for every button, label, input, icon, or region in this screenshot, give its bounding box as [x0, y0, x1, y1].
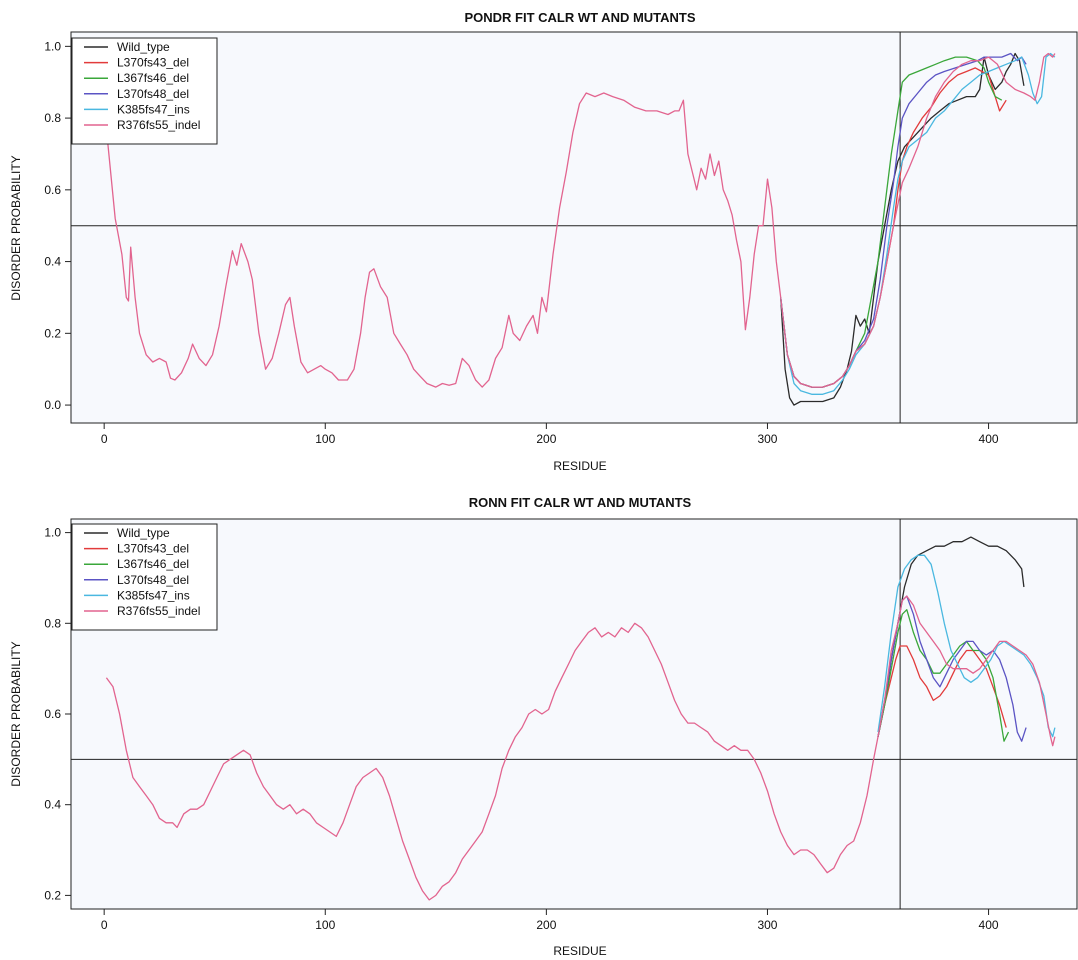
pondr-series-group [105, 52, 1056, 406]
pondr-legend-label: K385fs47_ins [117, 102, 190, 116]
ronn-y-tick-label: 0.6 [44, 707, 61, 721]
ronn-series-line-k385fs47-ins [877, 554, 1056, 738]
pondr-panel: PONDR FIT CALR WT AND MUTANTS RESIDUE DI… [9, 10, 1078, 473]
pondr-y-axis: 0.0 0.2 0.4 0.6 0.8 1.0 [44, 39, 71, 412]
ronn-x-tick-label: 0 [101, 918, 108, 932]
ronn-y-label: DISORDER PROBABILITY [9, 641, 23, 786]
pondr-shared-series-line [105, 92, 782, 388]
pondr-x-tick-label: 400 [979, 432, 999, 446]
ronn-legend-label: L367fs46_del [117, 557, 189, 571]
ronn-legend-label: L370fs48_del [117, 573, 189, 587]
ronn-shared-series-line [105, 622, 879, 901]
ronn-y-tick-label: 0.8 [44, 616, 61, 630]
ronn-series-group [105, 536, 1056, 901]
pondr-series-line-wild-type [780, 52, 1025, 406]
pondr-legend-label: L370fs48_del [117, 87, 189, 101]
ronn-legend-label: K385fs47_ins [117, 588, 190, 602]
pondr-x-label: RESIDUE [553, 459, 606, 473]
pondr-x-tick-label: 0 [101, 432, 108, 446]
pondr-x-axis: 0 100 200 300 400 [101, 423, 999, 446]
ronn-x-axis: 0 100 200 300 400 [101, 909, 999, 932]
ronn-x-tick-label: 200 [536, 918, 556, 932]
ronn-x-tick-label: 400 [979, 918, 999, 932]
ronn-series-line-l370fs43-del [877, 645, 1007, 737]
pondr-legend-label: L367fs46_del [117, 71, 189, 85]
ronn-x-label: RESIDUE [553, 944, 606, 958]
ronn-legend-label: L370fs43_del [117, 542, 189, 556]
pondr-y-tick-label: 0.2 [44, 326, 61, 340]
pondr-y-tick-label: 0.6 [44, 183, 61, 197]
ronn-x-tick-label: 300 [757, 918, 777, 932]
pondr-x-tick-label: 300 [757, 432, 777, 446]
ronn-series-line-r376fs55-indel [877, 595, 1056, 747]
pondr-plot-area [70, 31, 1078, 424]
ronn-series-line-l367fs46-del [877, 609, 1010, 742]
ronn-plot-area [70, 518, 1078, 910]
ronn-legend-label: R376fs55_indel [117, 604, 200, 618]
pondr-y-tick-label: 0.0 [44, 398, 61, 412]
pondr-legend-label: R376fs55_indel [117, 118, 200, 132]
pondr-y-tick-label: 0.4 [44, 255, 61, 269]
ronn-panel: RONN FIT CALR WT AND MUTANTS RESIDUE DIS… [9, 495, 1078, 958]
ronn-legend-box [71, 523, 218, 631]
ronn-y-tick-label: 0.2 [44, 888, 61, 902]
ronn-y-axis: 0.2 0.4 0.6 0.8 1.0 [44, 526, 71, 902]
ronn-reference-lines [71, 519, 1077, 909]
pondr-y-tick-label: 0.8 [44, 111, 61, 125]
ronn-y-tick-label: 0.4 [44, 798, 61, 812]
ronn-x-tick-label: 100 [315, 918, 335, 932]
pondr-series-line-r376fs55-indel [780, 52, 1056, 388]
ronn-title: RONN FIT CALR WT AND MUTANTS [469, 495, 692, 510]
pondr-legend-label: L370fs43_del [117, 56, 189, 70]
pondr-x-tick-label: 100 [315, 432, 335, 446]
pondr-series-line-k385fs47-ins [780, 52, 1056, 395]
pondr-y-label: DISORDER PROBABILITY [9, 155, 23, 300]
pondr-title: PONDR FIT CALR WT AND MUTANTS [464, 10, 695, 25]
pondr-legend-box [71, 37, 218, 145]
pondr-y-tick-label: 1.0 [44, 39, 61, 53]
ronn-y-tick-label: 1.0 [44, 526, 61, 540]
pondr-legend-label: Wild_type [117, 40, 170, 54]
pondr-x-tick-label: 200 [536, 432, 556, 446]
ronn-legend-label: Wild_type [117, 526, 170, 540]
